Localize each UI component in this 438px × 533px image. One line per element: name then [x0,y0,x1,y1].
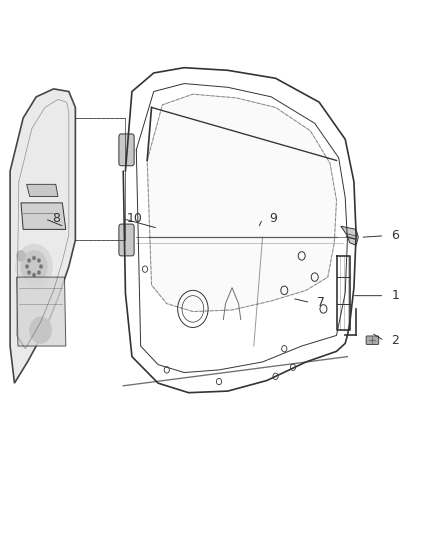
FancyBboxPatch shape [119,224,134,256]
Circle shape [28,259,30,262]
Circle shape [30,317,51,343]
Circle shape [33,256,35,260]
Text: 7: 7 [317,296,325,309]
FancyBboxPatch shape [366,336,379,344]
Polygon shape [341,226,358,245]
Text: 6: 6 [391,229,399,242]
Circle shape [40,265,42,268]
FancyBboxPatch shape [119,134,134,166]
Text: 2: 2 [391,334,399,347]
Polygon shape [10,89,75,383]
Polygon shape [27,184,58,197]
Circle shape [17,251,25,261]
Circle shape [28,271,30,274]
Polygon shape [147,94,336,312]
Circle shape [33,273,35,277]
Text: 9: 9 [269,212,277,225]
Circle shape [38,271,40,274]
Circle shape [21,251,47,282]
Circle shape [38,259,40,262]
Text: 8: 8 [52,212,60,225]
Circle shape [26,265,28,268]
Text: 1: 1 [391,289,399,302]
Text: 10: 10 [126,212,142,225]
Circle shape [16,244,52,289]
Polygon shape [21,203,66,229]
Polygon shape [17,277,66,346]
